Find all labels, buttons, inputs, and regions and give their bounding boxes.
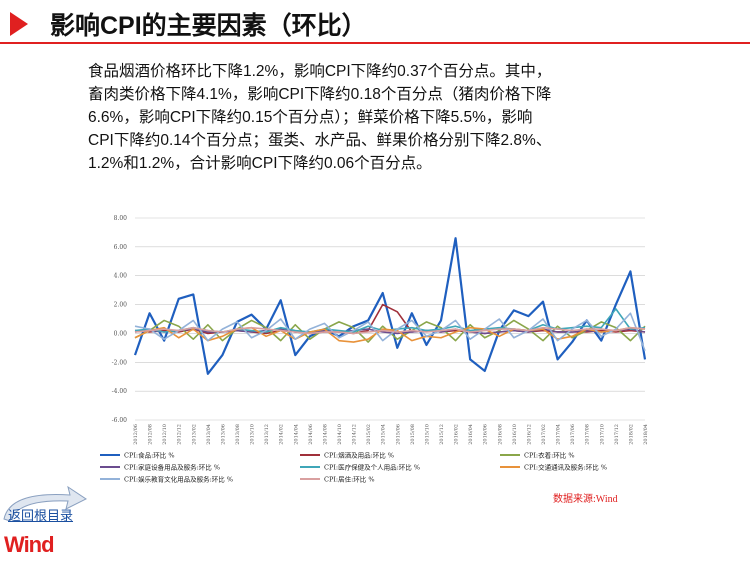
back-link[interactable]: 返回根目录 — [8, 508, 74, 523]
x-tick-label: 2015/10 — [424, 424, 430, 445]
y-tick-label: -6.00 — [112, 417, 128, 424]
y-tick-label: -2.00 — [112, 359, 128, 366]
x-tick-label: 2017/10 — [599, 424, 605, 445]
back-arrow-icon — [3, 485, 87, 522]
y-tick-label: 8.00 — [114, 215, 128, 222]
x-tick-label: 2013/12 — [264, 424, 270, 445]
x-tick-label: 2016/06 — [483, 424, 489, 445]
x-tick-label: 2015/04 — [381, 424, 387, 445]
legend-label: CPI:娱乐教育文化用品及服务:环比 % — [124, 475, 233, 484]
title-rule — [0, 42, 750, 44]
x-tick-label: 2012/06 — [133, 424, 139, 445]
legend-label: CPI:衣着:环比 % — [524, 451, 575, 460]
x-tick-label: 2015/06 — [395, 424, 401, 445]
logo: Wind — [4, 532, 55, 557]
x-tick-label: 2012/10 — [162, 424, 168, 445]
x-tick-label: 2015/08 — [410, 424, 416, 445]
x-tick-label: 2013/08 — [235, 424, 241, 445]
x-tick-label: 2015/12 — [439, 424, 445, 445]
x-tick-label: 2013/06 — [220, 424, 226, 445]
legend-label: CPI:烟酒及用品:环比 % — [324, 451, 394, 460]
x-tick-label: 2016/10 — [512, 424, 518, 445]
source: 数据来源:Wind — [553, 494, 618, 505]
text-line: 6.6%，影响CPI下降约0.15个百分点）；鲜菜价格下降5.5%，影响 — [88, 109, 533, 126]
legend-label: CPI:食品:环比 % — [124, 451, 175, 460]
x-tick-label: 2014/08 — [322, 424, 328, 445]
legend-label: CPI:医疗保健及个人用品:环比 % — [324, 463, 420, 472]
x-tick-label: 2017/12 — [614, 424, 620, 445]
text-line: 1.2%和1.2%，合计影响CPI下降约0.06个百分点。 — [88, 155, 432, 172]
x-tick-label: 2013/02 — [191, 424, 197, 445]
x-tick-label: 2016/12 — [526, 424, 532, 445]
x-tick-label: 2017/08 — [585, 424, 591, 445]
text-line: 食品烟酒价格环比下降1.2%，影响CPI下降约0.37个百分点。其中， — [88, 63, 552, 80]
x-tick-label: 2017/06 — [570, 424, 576, 445]
text-line: 畜肉类价格下降4.1%，影响CPI下降约0.18个百分点（猪肉价格下降 — [88, 86, 552, 103]
x-tick-label: 2013/10 — [250, 424, 256, 445]
x-tick-label: 2016/04 — [468, 424, 474, 445]
y-tick-label: 4.00 — [114, 273, 128, 280]
legend-label: CPI:交通通讯及服务:环比 % — [524, 463, 607, 472]
x-tick-label: 2014/04 — [293, 424, 299, 445]
x-tick-label: 2016/02 — [454, 424, 460, 445]
slide-title: 影响CPI的主要因素（环比） — [50, 12, 367, 40]
y-tick-label: -4.00 — [112, 388, 128, 395]
x-tick-label: 2014/02 — [279, 424, 285, 445]
x-tick-label: 2014/10 — [337, 424, 343, 445]
x-tick-label: 2014/12 — [352, 424, 358, 445]
y-tick-label: 6.00 — [114, 244, 128, 251]
chart: -6.00 -4.00 -2.00 0.00 2.00 4.00 6.00 8.00 2012/… — [100, 215, 649, 484]
y-tick-label: 2.00 — [114, 302, 128, 309]
series-line — [134, 326, 646, 335]
legend-label: CPI:家庭设备用品及服务:环比 % — [124, 463, 220, 472]
text-line: CPI下降约0.14个百分点；蛋类、水产品、鲜果价格分别下降2.8%、 — [88, 132, 552, 149]
x-tick-label: 2012/08 — [148, 424, 154, 445]
legend-label: CPI:居住:环比 % — [324, 475, 375, 484]
series-line — [133, 237, 647, 375]
x-tick-label: 2017/04 — [556, 424, 562, 445]
x-tick-label: 2018/02 — [628, 424, 634, 445]
x-tick-label: 2018/04 — [643, 424, 649, 445]
x-tick-label: 2016/08 — [497, 424, 503, 445]
x-tick-label: 2013/04 — [206, 424, 212, 445]
x-tick-label: 2012/12 — [177, 424, 183, 445]
y-tick-label: 0.00 — [114, 330, 128, 337]
paragraph: 食品烟酒价格环比下降1.2%，影响CPI下降约0.37个百分点。其中， 畜肉类价… — [88, 60, 551, 175]
x-tick-label: 2015/02 — [366, 424, 372, 445]
title-marker — [10, 12, 28, 36]
x-tick-label: 2014/06 — [308, 424, 314, 445]
x-tick-label: 2017/02 — [541, 424, 547, 445]
